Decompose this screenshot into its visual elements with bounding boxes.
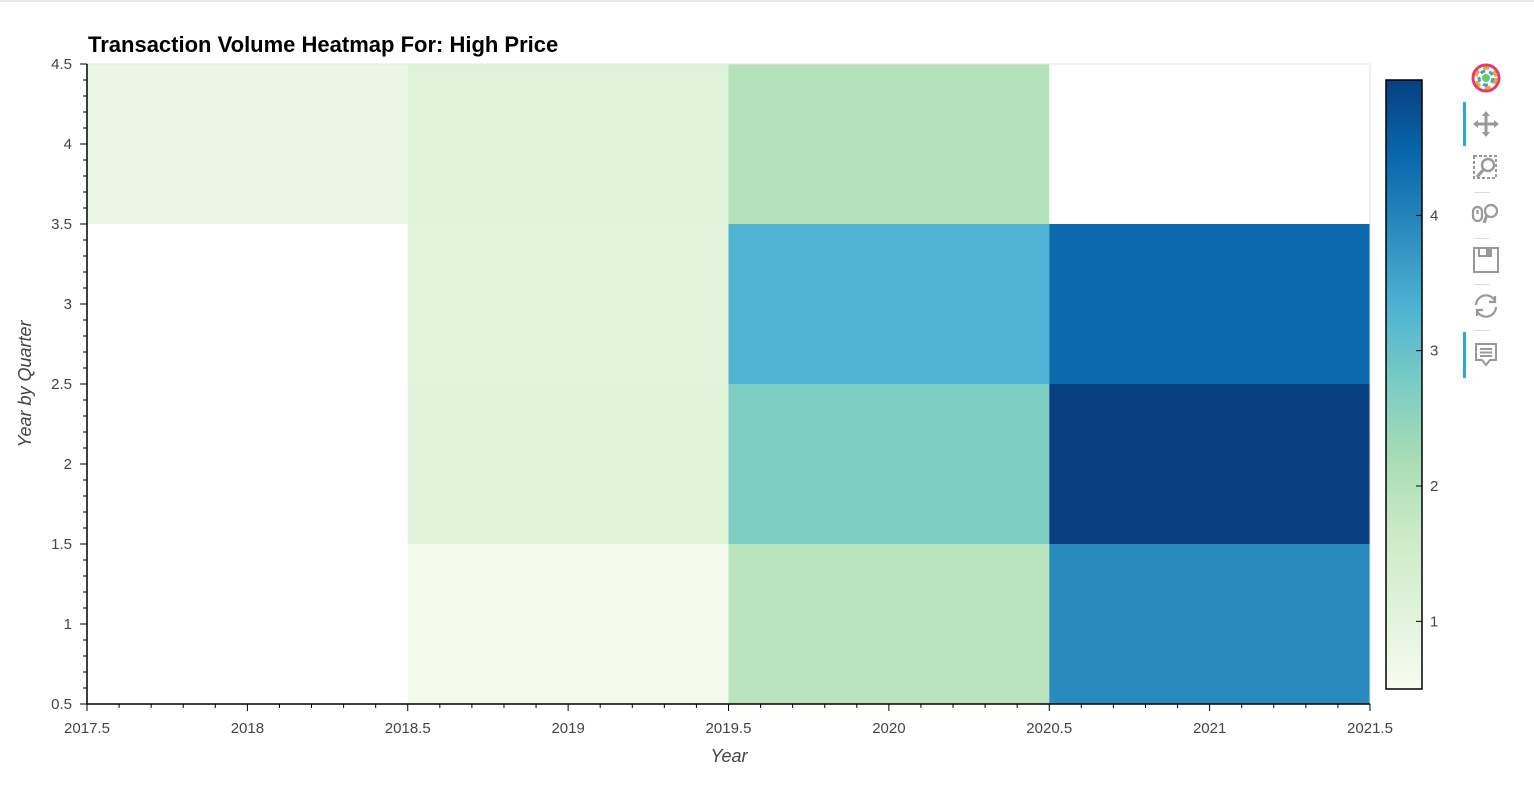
heatmap-cell[interactable] (407, 544, 729, 704)
toolbar-separator (1474, 238, 1490, 239)
heatmap-cell[interactable] (407, 224, 729, 384)
heatmap-cell[interactable] (407, 64, 729, 224)
wheel-zoom-icon[interactable] (1468, 196, 1504, 232)
y-tick-label: 3 (64, 296, 72, 313)
colorbar-tick-label: 3 (1430, 343, 1438, 360)
heatmap-cell[interactable] (728, 224, 1050, 384)
x-tick-label: 2019 (551, 720, 584, 737)
pan-icon[interactable] (1468, 106, 1504, 142)
y-axis-label: Year by Quarter (15, 319, 35, 447)
colorbar-tick-label: 4 (1430, 207, 1438, 224)
pan-active-indicator (1463, 102, 1466, 146)
heatmap-cell[interactable] (1049, 384, 1370, 544)
toolbar-separator (1474, 330, 1490, 331)
x-tick-label: 2018.5 (385, 720, 431, 737)
colorbar: 1 2 3 4 (1385, 79, 1438, 690)
y-tick-label: 0.5 (51, 696, 72, 713)
heatmap-cell[interactable] (728, 544, 1050, 704)
x-axis: 2017.5 2018 2018.5 2019 2019.5 2020 2020.5 2021… (64, 703, 1393, 737)
y-axis: 0.5 1 1.5 2 2.5 3 3.5 4 4.5 (51, 56, 88, 713)
colorbar-tick-label: 1 (1430, 613, 1438, 630)
toolbar (1460, 60, 1520, 380)
chart-title: Transaction Volume Heatmap For: High Pri… (88, 32, 558, 57)
y-tick-label: 4 (64, 136, 72, 153)
x-tick-label: 2020.5 (1026, 720, 1072, 737)
x-tick-label: 2018 (231, 720, 264, 737)
save-icon[interactable] (1468, 242, 1504, 278)
hover-active-indicator (1463, 332, 1466, 378)
bokeh-logo-icon[interactable] (1468, 60, 1504, 96)
y-tick-label: 1 (64, 616, 72, 633)
heatmap-cell[interactable] (1049, 544, 1370, 704)
y-tick-label: 1.5 (51, 536, 72, 553)
heatmap-cell[interactable] (728, 64, 1050, 224)
x-axis-label: Year (710, 746, 748, 766)
toolbar-separator (1474, 284, 1490, 285)
y-tick-label: 2 (64, 456, 72, 473)
x-tick-label: 2021.5 (1347, 720, 1393, 737)
colorbar-tick-label: 2 (1430, 478, 1438, 495)
top-border (0, 0, 1534, 2)
y-tick-label: 4.5 (51, 56, 72, 73)
x-tick-label: 2021 (1193, 720, 1226, 737)
heatmap-cell[interactable] (87, 64, 408, 224)
heatmap-cell[interactable] (1049, 224, 1370, 384)
heatmap-cell[interactable] (728, 384, 1050, 544)
heatmap-cell[interactable] (407, 384, 729, 544)
heatmap-cells (87, 64, 1370, 704)
x-tick-label: 2020 (872, 720, 905, 737)
colorbar-gradient (1385, 79, 1423, 690)
x-tick-label: 2017.5 (64, 720, 110, 737)
reset-icon[interactable] (1468, 288, 1504, 324)
y-tick-label: 3.5 (51, 216, 72, 233)
hover-icon[interactable] (1468, 336, 1504, 372)
y-tick-label: 2.5 (51, 376, 72, 393)
x-tick-label: 2019.5 (706, 720, 752, 737)
toolbar-separator (1474, 192, 1490, 193)
box-zoom-icon[interactable] (1468, 150, 1504, 186)
